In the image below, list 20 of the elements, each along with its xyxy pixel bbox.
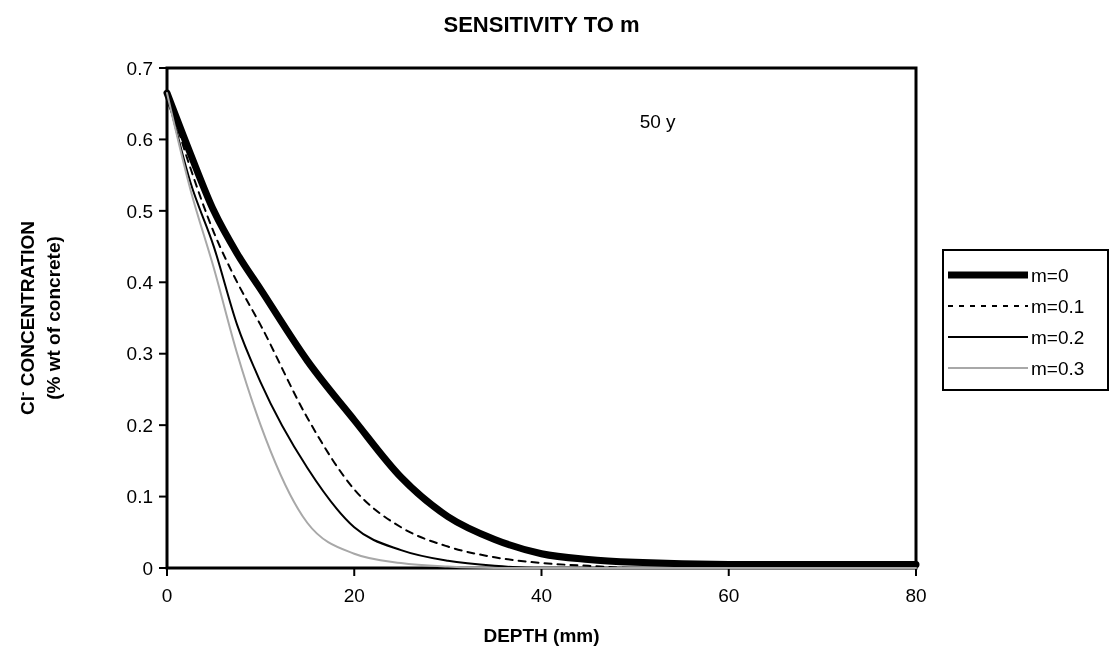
x-tick-label: 0 xyxy=(161,585,173,606)
y-tick-label: 0.1 xyxy=(126,486,153,508)
chart-title: SENSITIVITY TO m xyxy=(443,12,640,37)
legend-label: m=0.1 xyxy=(1031,295,1085,317)
x-tick-label: 80 xyxy=(905,585,927,606)
x-tick-label: 60 xyxy=(718,585,740,606)
legend-label: m=0 xyxy=(1031,264,1069,286)
legend-label: m=0.3 xyxy=(1031,357,1085,379)
annotation: 50 y xyxy=(639,111,677,132)
y-tick-label: 0.6 xyxy=(126,129,153,151)
y-tick-label: 0.5 xyxy=(126,200,153,222)
legend-label: m=0.2 xyxy=(1031,326,1085,348)
y-tick-label: 0.2 xyxy=(126,414,153,436)
y-tick-label: 0 xyxy=(142,557,153,579)
y-tick-label: 0.3 xyxy=(126,343,153,365)
x-axis-title: DEPTH (mm) xyxy=(483,625,600,646)
y-tick-label: 0.7 xyxy=(126,57,153,79)
y-tick-label: 0.4 xyxy=(126,271,154,293)
x-tick-label: 40 xyxy=(530,585,553,606)
x-tick-label: 20 xyxy=(343,585,365,606)
